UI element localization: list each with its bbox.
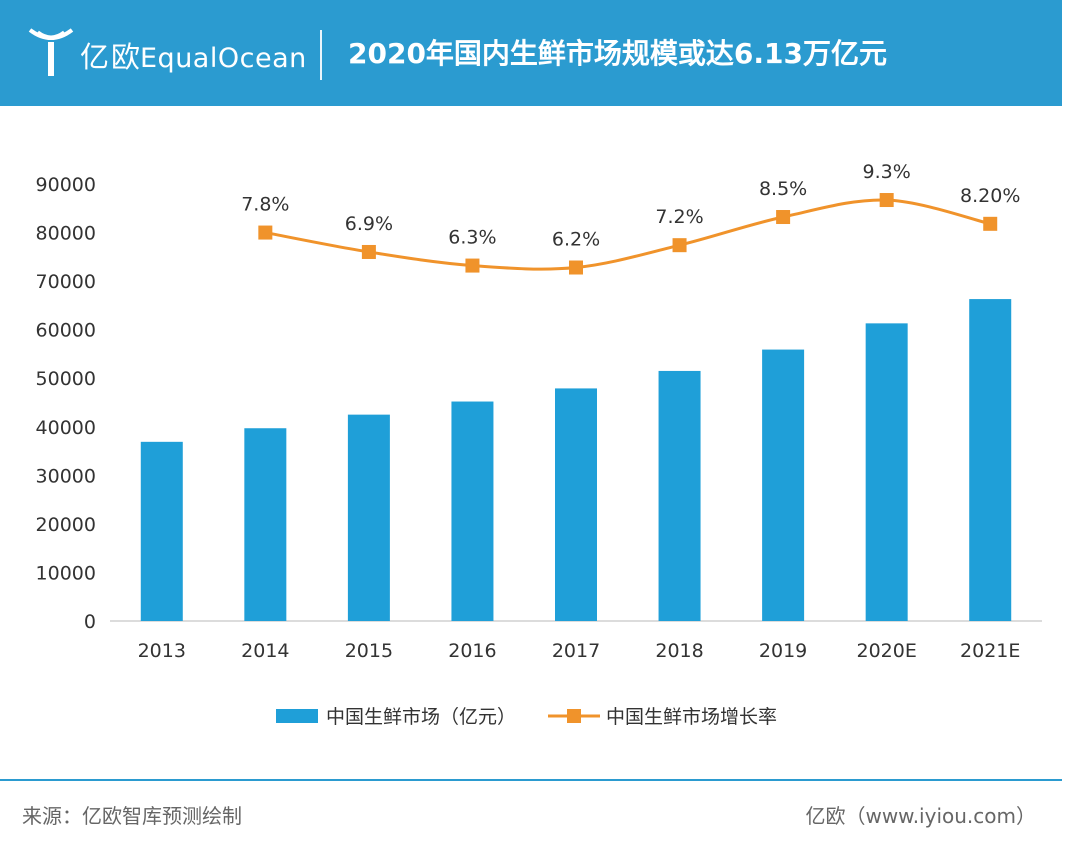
site-credit: 亿欧（www.iyiou.com） [805, 804, 1036, 828]
y-tick-label: 40000 [36, 417, 96, 439]
y-tick-label: 20000 [36, 514, 96, 536]
growth-label-2018: 7.2% [655, 206, 703, 228]
growth-marker-2020E [879, 193, 894, 208]
x-axis-ticks: 2013 2014 2015 2016 2017 2018 2019 2020E 2021E [138, 640, 1021, 662]
y-tick-label: 50000 [36, 368, 96, 390]
growth-markers [258, 193, 998, 275]
growth-label-2016: 6.3% [448, 227, 496, 249]
x-tick-label: 2016 [448, 640, 496, 662]
x-tick-label: 2013 [138, 640, 186, 662]
growth-label-2021E: 8.20% [960, 185, 1020, 207]
bar-2016 [451, 401, 494, 621]
x-tick-label: 2019 [759, 640, 807, 662]
chart-title: 2020年国内生鲜市场规模或达6.13万亿元 [348, 37, 888, 70]
bar-2017 [555, 388, 597, 621]
chart-legend: 中国生鲜市场（亿元） 中国生鲜市场增长率 [276, 706, 777, 728]
growth-labels: 7.8% 6.9% 6.3% 6.2% 7.2% 8.5% 9.3% 8.20% [241, 161, 1020, 250]
y-tick-label: 10000 [36, 562, 96, 584]
growth-label-2017: 6.2% [552, 229, 600, 251]
bar-2018 [658, 370, 701, 621]
market-chart: 0 10000 20000 30000 40000 50000 60000 70000 8000… [36, 161, 1042, 728]
header-divider [320, 30, 322, 80]
bar-2015 [347, 414, 390, 621]
bar-2014 [244, 428, 287, 621]
legend-line-label: 中国生鲜市场增长率 [606, 706, 777, 728]
y-tick-label: 30000 [36, 465, 96, 487]
x-tick-label: 2014 [241, 640, 289, 662]
growth-marker-2019 [776, 210, 791, 225]
bar-2013 [140, 441, 183, 621]
bar-series [140, 299, 1012, 621]
bar-2019 [762, 349, 805, 621]
source-note: 来源：亿欧智库预测绘制 [22, 804, 242, 828]
logo-chinese-text: 亿欧 [80, 40, 143, 74]
legend-bar-swatch [276, 709, 318, 723]
logo-english-text: EqualOcean [140, 43, 307, 74]
growth-label-2019: 8.5% [759, 178, 807, 200]
y-tick-label: 90000 [36, 174, 96, 196]
footer-divider [0, 779, 1062, 781]
growth-marker-2017 [569, 260, 583, 275]
x-tick-label: 2015 [345, 640, 393, 662]
header-banner: 亿欧 EqualOcean 2020年国内生鲜市场规模或达6.13万亿元 [0, 0, 1062, 106]
legend-line-marker [567, 709, 581, 723]
x-tick-label: 2017 [552, 640, 600, 662]
y-tick-label: 80000 [36, 223, 96, 245]
x-tick-label: 2018 [655, 640, 703, 662]
y-tick-label: 60000 [36, 320, 96, 342]
growth-marker-2016 [465, 258, 480, 273]
growth-marker-2015 [361, 244, 376, 259]
growth-label-2015: 6.9% [345, 213, 393, 235]
y-tick-label: 0 [84, 611, 96, 633]
growth-label-2014: 7.8% [241, 194, 289, 216]
bar-2020E [865, 323, 908, 621]
bar-2021E [969, 299, 1012, 621]
y-axis-ticks: 0 10000 20000 30000 40000 50000 60000 70000 8000… [36, 174, 96, 633]
legend-bar-label: 中国生鲜市场（亿元） [326, 706, 516, 728]
growth-marker-2018 [672, 238, 687, 253]
growth-label-2020E: 9.3% [863, 161, 911, 183]
growth-line [265, 198, 991, 271]
x-tick-label: 2020E [856, 640, 916, 662]
x-tick-label: 2021E [960, 640, 1020, 662]
growth-marker-2021E [983, 216, 998, 231]
growth-marker-2014 [258, 225, 273, 240]
equalocean-logo-icon [28, 28, 74, 76]
y-tick-label: 70000 [36, 271, 96, 293]
